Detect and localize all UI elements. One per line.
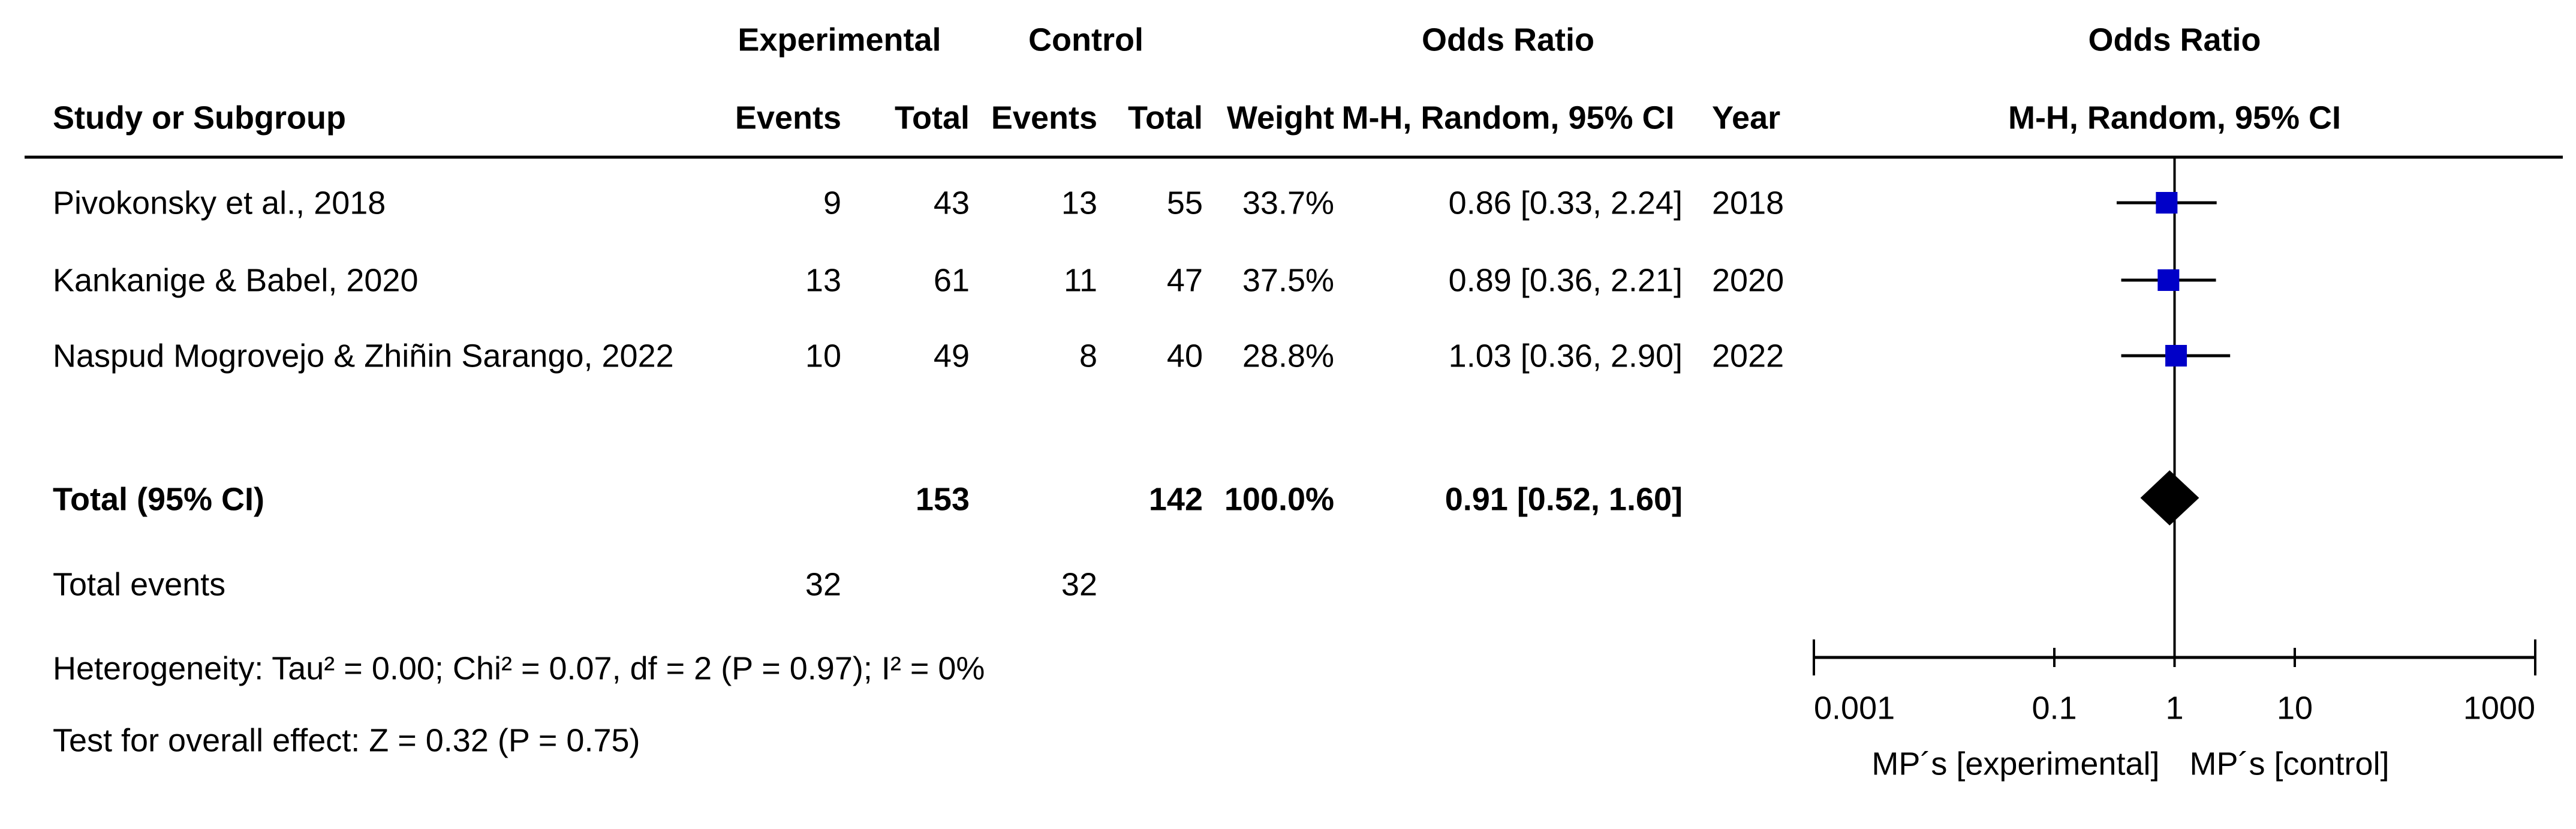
cell: 61 <box>934 262 970 298</box>
cell: 10 <box>805 338 841 374</box>
cell: 28.8% <box>1242 338 1334 374</box>
group-header: Control <box>1028 22 1143 58</box>
group-header: Odds Ratio <box>1422 22 1594 58</box>
cell: 8 <box>1079 338 1097 374</box>
plot-title: Odds Ratio <box>2088 22 2261 58</box>
cell: 55 <box>1167 185 1203 221</box>
column-header: Study or Subgroup <box>53 100 346 136</box>
column-header: Weight <box>1227 100 1334 136</box>
cell: 32 <box>805 566 841 602</box>
cell: 0.89 [0.36, 2.21] <box>1449 262 1683 298</box>
cell: 2022 <box>1712 338 1784 374</box>
group-header: Experimental <box>738 22 941 58</box>
column-header: Total <box>895 100 970 136</box>
cell: 100.0% <box>1224 481 1334 517</box>
cell: Naspud Mogrovejo & Zhiñin Sarango, 2022 <box>53 338 674 374</box>
x-tick-label: 10 <box>2277 690 2313 726</box>
cell: 1.03 [0.36, 2.90] <box>1449 338 1683 374</box>
x-tick-label: 1000 <box>2463 690 2535 726</box>
study-estimate <box>2157 269 2180 291</box>
cell: 49 <box>934 338 970 374</box>
cell: 47 <box>1167 262 1203 298</box>
study-estimate <box>2165 345 2187 367</box>
cell: Pivokonsky et al., 2018 <box>53 185 386 221</box>
cell: 43 <box>934 185 970 221</box>
cell: 37.5% <box>1242 262 1334 298</box>
cell: 33.7% <box>1242 185 1334 221</box>
column-header: Year <box>1712 100 1780 136</box>
cell: Total events <box>53 566 225 602</box>
cell: 40 <box>1167 338 1203 374</box>
cell: 9 <box>823 185 841 221</box>
column-header: Events <box>991 100 1097 136</box>
cell: Kankanige & Babel, 2020 <box>53 262 418 298</box>
plot-subtitle: M-H, Random, 95% CI <box>2008 100 2341 136</box>
cell: 32 <box>1061 566 1097 602</box>
heterogeneity: Heterogeneity: Tau² = 0.00; Chi² = 0.07,… <box>53 650 985 686</box>
x-label-left: MP´s [experimental] <box>1871 746 2159 782</box>
x-tick-label: 0.001 <box>1814 690 1895 726</box>
cell: 13 <box>1061 185 1097 221</box>
cell: 0.91 [0.52, 1.60] <box>1445 481 1683 517</box>
x-label-right: MP´s [control] <box>2190 746 2390 782</box>
cell: 13 <box>805 262 841 298</box>
column-header: Events <box>735 100 841 136</box>
x-tick-label: 0.1 <box>2032 690 2077 726</box>
overall-effect: Test for overall effect: Z = 0.32 (P = 0… <box>53 722 640 758</box>
cell: 0.86 [0.33, 2.24] <box>1449 185 1683 221</box>
column-header: M-H, Random, 95% CI <box>1341 100 1674 136</box>
cell: Total (95% CI) <box>53 481 264 517</box>
column-header: Total <box>1128 100 1203 136</box>
cell: 2020 <box>1712 262 1784 298</box>
pooled-diamond <box>2140 470 2199 525</box>
cell: 142 <box>1149 481 1203 517</box>
x-tick-label: 1 <box>2165 690 2183 726</box>
cell: 153 <box>916 481 970 517</box>
cell: 11 <box>1064 262 1097 298</box>
study-estimate <box>2156 192 2178 214</box>
cell: 2018 <box>1712 185 1784 221</box>
